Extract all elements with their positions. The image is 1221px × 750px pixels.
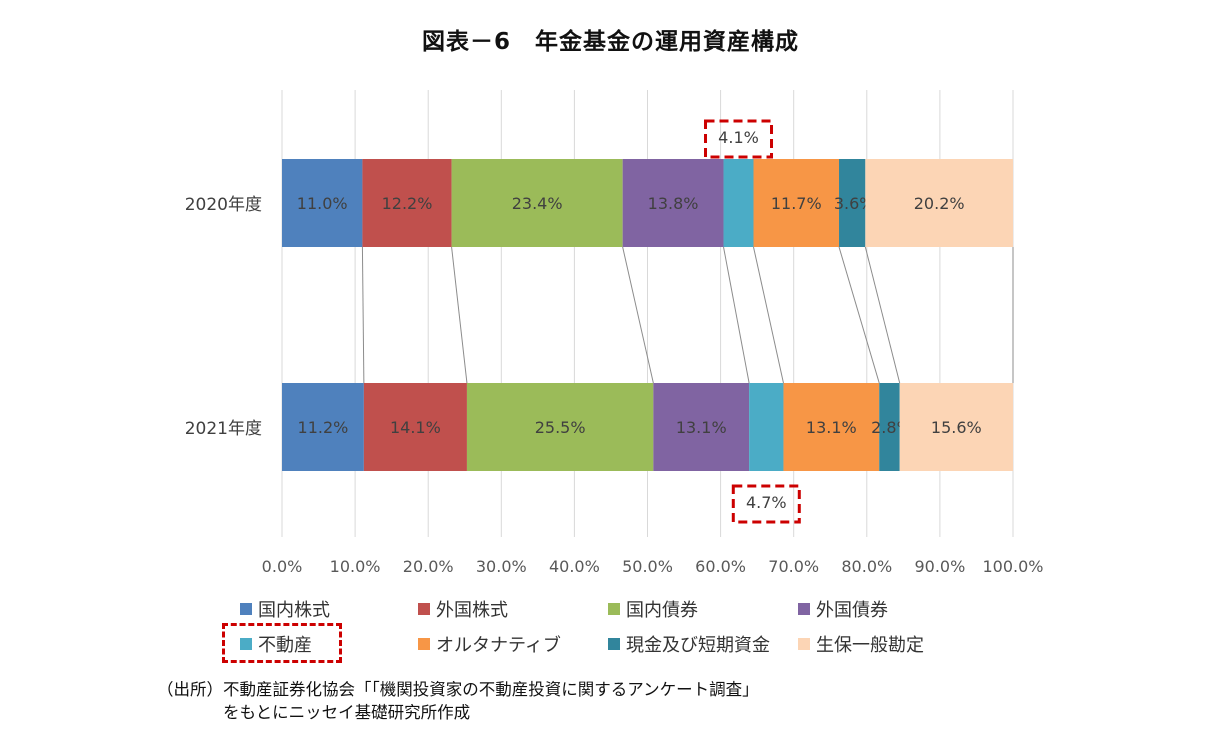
data-label: 11.0% [297,194,348,213]
legend-swatch [418,638,430,650]
legend-label: 国内株式 [258,600,330,621]
bar-segment [783,383,880,471]
data-label: 12.2% [382,194,433,213]
bar-segment [653,383,750,471]
data-label: 25.5% [535,418,586,437]
source-note: （出所）不動産証券化協会「「機関投資家の不動産投資に関するアンケート調査」 をも… [157,678,759,724]
data-label: 13.8% [648,194,699,213]
bar-segment [622,159,724,247]
legend-item: 国内債券 [608,596,698,622]
x-tick-label: 0.0% [262,557,303,576]
bar-segment [723,159,754,247]
x-tick-label: 100.0% [982,557,1043,576]
series-connector-line [864,246,901,384]
bar-segment [466,383,654,471]
series-connector-line [753,246,784,384]
legend-swatch [608,603,620,615]
legend-item: 現金及び短期資金 [608,631,770,657]
legend-label: 生保一般勘定 [816,635,924,656]
data-label: 13.1% [806,418,857,437]
bar-segment [899,383,1013,471]
data-label: 4.7% [746,493,787,512]
data-label: 11.7% [771,194,822,213]
source-line-2: をもとにニッセイ基礎研究所作成 [223,703,471,722]
y-category-label: 2021年度 [185,419,262,439]
legend-swatch [608,638,620,650]
legend-item: 外国株式 [418,596,508,622]
data-label: 20.2% [914,194,965,213]
legend-swatch [798,603,810,615]
series-connector-line [723,246,750,384]
x-tick-label: 10.0% [330,557,381,576]
highlight-box [704,119,774,159]
legend-swatch [240,603,252,615]
bar-segment [451,159,623,247]
data-label: 4.1% [718,128,759,147]
x-tick-label: 30.0% [476,557,527,576]
legend-item: 外国債券 [798,596,888,622]
series-connector-line [622,246,654,384]
data-label: 14.1% [390,418,441,437]
legend-label: 国内債券 [626,600,698,621]
legend-item: 国内株式 [240,596,330,622]
legend-item: 不動産 [240,631,312,657]
bar-segment [282,159,363,247]
legend-swatch [798,638,810,650]
bar-segment [879,383,900,471]
data-label: 15.6% [931,418,982,437]
data-label: 3.6% [834,194,875,213]
legend-label: 不動産 [258,635,312,656]
highlight-box [731,484,801,524]
bar-segment [865,159,1013,247]
legend-label: 外国株式 [436,600,508,621]
legend-label: 現金及び短期資金 [626,635,770,656]
bar-segment [282,383,364,471]
bar-segment [753,159,840,247]
series-connector-line [451,246,468,384]
legend-item: オルタナティブ [418,631,561,657]
bar-segment [362,159,452,247]
data-label: 23.4% [512,194,563,213]
x-tick-label: 80.0% [841,557,892,576]
legend-swatch [418,603,430,615]
bar-segment [363,383,467,471]
series-connector-line [838,246,880,384]
series-connector-line [361,246,365,384]
legend-item: 生保一般勘定 [798,631,924,657]
data-label: 13.1% [676,418,727,437]
legend-swatch [240,638,252,650]
legend-highlight-box [222,623,342,663]
legend-label: 外国債券 [816,600,888,621]
x-tick-label: 90.0% [914,557,965,576]
y-category-label: 2020年度 [185,195,262,215]
x-tick-label: 60.0% [695,557,746,576]
legend-label: オルタナティブ [436,635,561,656]
x-tick-label: 40.0% [549,557,600,576]
x-tick-label: 20.0% [403,557,454,576]
data-label: 11.2% [298,418,349,437]
chart-title: 図表－6 年金基金の運用資産構成 [421,29,799,55]
x-tick-label: 70.0% [768,557,819,576]
x-tick-label: 50.0% [622,557,673,576]
bar-segment [749,383,784,471]
bar-segment [839,159,866,247]
source-line-1: （出所）不動産証券化協会「「機関投資家の不動産投資に関するアンケート調査」 [157,680,759,699]
